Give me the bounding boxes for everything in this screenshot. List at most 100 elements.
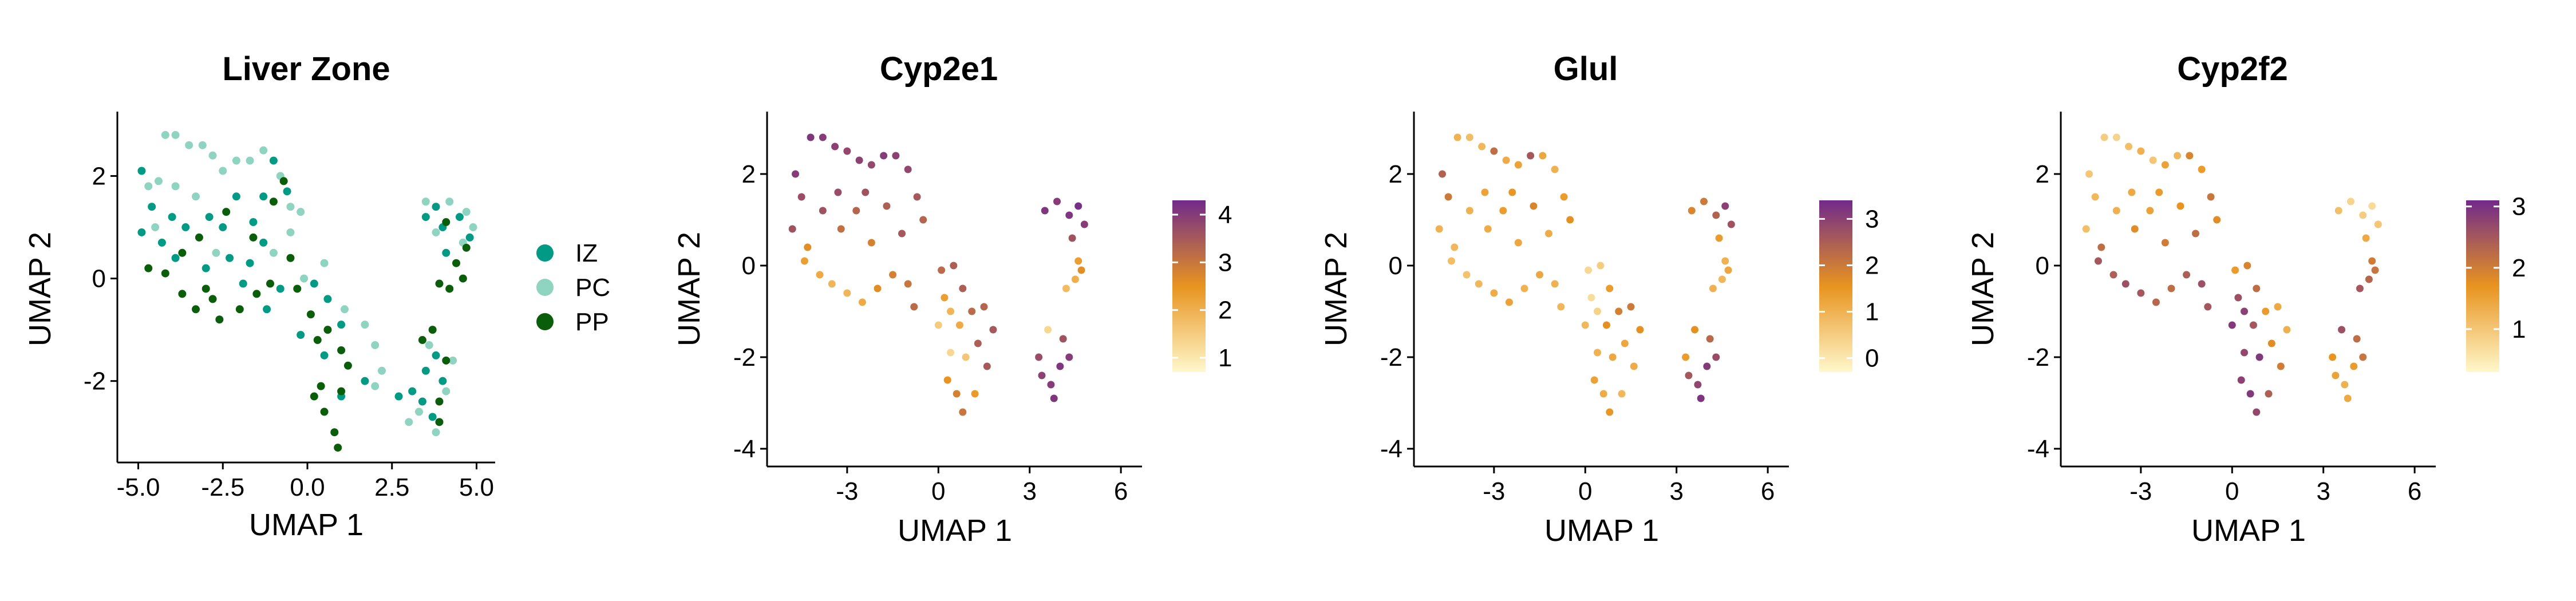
point-pp: [215, 315, 224, 324]
expression-point: [2374, 220, 2382, 228]
expression-point: [2334, 207, 2342, 215]
colorbar: 1 2 3 4: [1172, 200, 1232, 372]
expression-point: [792, 170, 800, 178]
x-tick-label: 6: [1114, 477, 1128, 505]
expression-point: [843, 289, 851, 297]
y-tick-label: -2: [733, 343, 756, 371]
expression-point: [1718, 275, 1726, 283]
expression-point: [1499, 207, 1507, 215]
expression-point: [1490, 147, 1498, 155]
expression-point: [889, 271, 897, 279]
y-tick-label: -2: [1380, 343, 1402, 371]
expression-point: [2186, 152, 2194, 160]
point-pp: [337, 346, 346, 354]
y-tick-label: -4: [2027, 435, 2049, 463]
point-iz: [202, 264, 210, 272]
expression-point: [2249, 321, 2257, 329]
point-iz: [421, 213, 430, 222]
x-axis-title: UMAP 1: [898, 513, 1012, 548]
expression-point: [2152, 298, 2160, 306]
expression-point: [934, 321, 942, 329]
x-tick-label: -3: [2129, 477, 2152, 505]
point-pc: [415, 408, 423, 416]
expression-point: [1074, 257, 1082, 265]
expression-point: [804, 243, 812, 251]
expression-point: [2131, 225, 2139, 233]
point-pp: [442, 356, 451, 365]
point-pp: [462, 243, 471, 252]
expression-point: [2137, 147, 2145, 155]
colorbar-tick-label: 1: [1865, 298, 1879, 326]
expression-point: [1636, 326, 1644, 334]
x-ticks: -3 0 3 6: [836, 466, 1128, 505]
point-iz: [361, 377, 369, 385]
point-iz: [239, 279, 247, 288]
colorbar-tick-label: 3: [2512, 193, 2526, 221]
expression-point: [2228, 321, 2236, 329]
point-iz: [432, 203, 440, 211]
expression-point: [1606, 284, 1614, 292]
colorbar-tick-label: 1: [2512, 315, 2526, 343]
expression-point: [2167, 284, 2175, 292]
panel-title: Cyp2e1: [880, 50, 998, 88]
expression-point: [1709, 284, 1717, 292]
expression-point: [1071, 275, 1079, 283]
point-iz: [432, 351, 440, 359]
expression-point: [2082, 225, 2090, 233]
point-pp: [323, 326, 332, 334]
x-tick-label: -3: [836, 477, 858, 505]
point-pp: [192, 305, 200, 314]
expression-point: [874, 284, 882, 292]
expression-point: [1721, 257, 1729, 265]
expression-point: [1700, 197, 1708, 205]
point-pc: [361, 321, 369, 329]
expression-point: [867, 161, 875, 169]
x-tick-label: 2.5: [374, 473, 409, 501]
point-pp: [195, 233, 203, 242]
expression-point: [1682, 353, 1690, 361]
panel-liver-zone: Liver Zone -5.0 -2.5 0.0 2.5 5.0 -2 0 2 UMAP 1…: [23, 50, 610, 542]
x-ticks: -3 0 3 6: [1483, 466, 1775, 505]
colorbar-tick-label: 2: [2512, 254, 2526, 282]
expression-point: [855, 156, 863, 164]
expression-point: [1691, 326, 1699, 334]
expression-point: [1545, 230, 1553, 238]
point-pp: [222, 208, 231, 216]
point-iz: [171, 254, 180, 262]
point-iz: [394, 392, 403, 401]
expression-point: [2234, 294, 2242, 302]
point-pp: [435, 279, 444, 288]
point-pc: [425, 341, 433, 349]
expression-point: [2265, 390, 2273, 398]
point-pc: [378, 366, 386, 375]
point-iz: [263, 305, 271, 314]
expression-point: [1508, 188, 1516, 196]
expression-point: [2362, 234, 2370, 242]
expression-point: [1566, 216, 1574, 224]
point-iz: [226, 254, 234, 262]
expression-point: [819, 207, 827, 215]
point-pc: [144, 182, 153, 191]
y-tick-label: 0: [2036, 252, 2049, 280]
expression-point: [1685, 371, 1693, 379]
point-pp: [418, 336, 426, 345]
point-iz: [438, 377, 447, 385]
expression-point: [1609, 353, 1617, 361]
point-pp: [235, 305, 244, 314]
legend-label: PP: [575, 308, 609, 336]
point-pp: [320, 408, 329, 416]
point-pc: [442, 387, 451, 396]
expression-point: [807, 133, 815, 141]
expression-point: [950, 262, 958, 270]
point-pp: [310, 392, 318, 401]
y-tick-label: -2: [2027, 343, 2049, 371]
expression-point: [2207, 193, 2215, 201]
expression-point: [1481, 188, 1489, 196]
x-tick-label: 3: [2316, 477, 2330, 505]
point-pc: [185, 141, 193, 149]
x-axis-title: UMAP 1: [2191, 513, 2306, 548]
point-iz: [465, 233, 474, 242]
y-ticks: -4 -2 0 2: [733, 160, 767, 463]
expression-point: [1439, 170, 1447, 178]
